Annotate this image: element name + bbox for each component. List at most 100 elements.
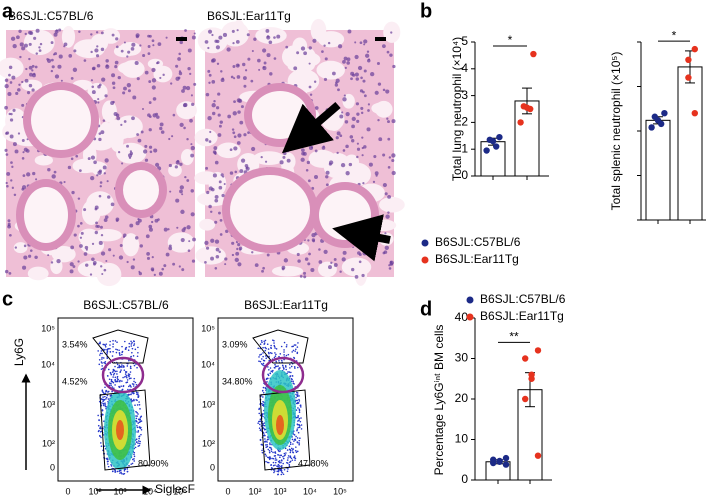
legend-label: B6SJL:C57BL/6 <box>480 292 566 306</box>
event <box>270 347 273 349</box>
nucleus <box>9 81 13 84</box>
nucleus <box>31 69 34 72</box>
event <box>97 350 99 352</box>
nucleus <box>282 155 286 159</box>
event <box>258 423 261 426</box>
nucleus <box>306 160 311 165</box>
nucleus <box>230 75 234 79</box>
nucleus <box>205 92 210 97</box>
nucleus <box>187 249 191 252</box>
nucleus <box>143 149 148 154</box>
event <box>262 391 265 394</box>
nucleus <box>18 29 22 33</box>
y-axis-label: Percentage Ly6Gⁱⁿᵗ BM cells <box>432 325 446 476</box>
nucleus <box>97 101 100 104</box>
nucleus <box>303 51 307 56</box>
nucleus <box>105 260 108 263</box>
nucleus <box>273 36 276 39</box>
data-point <box>691 110 698 117</box>
airspace <box>379 196 405 213</box>
event <box>121 364 123 366</box>
event <box>116 341 118 344</box>
event <box>298 443 300 446</box>
nucleus <box>128 153 133 158</box>
image-caption: B6SJL:Ear11Tg <box>207 9 291 23</box>
nucleus <box>357 65 363 71</box>
event <box>100 350 103 352</box>
nucleus <box>14 246 17 249</box>
event <box>297 342 299 344</box>
nucleus <box>168 246 173 251</box>
nucleus <box>96 174 99 177</box>
event <box>262 362 265 365</box>
event <box>105 343 108 345</box>
event <box>101 409 104 412</box>
airspace <box>147 58 164 69</box>
nucleus <box>95 54 100 58</box>
nucleus <box>233 146 238 151</box>
event <box>289 441 292 444</box>
nucleus <box>299 275 303 278</box>
density <box>116 420 124 440</box>
nucleus <box>336 151 339 155</box>
data-point <box>530 50 537 58</box>
airspace <box>310 18 327 42</box>
event <box>130 340 132 343</box>
event <box>259 418 262 421</box>
nucleus <box>32 171 36 176</box>
y-tick-label: 40 <box>455 310 469 324</box>
nucleus <box>301 148 305 153</box>
event <box>289 449 292 452</box>
nucleus <box>336 131 341 136</box>
event <box>103 392 105 395</box>
event <box>282 366 285 368</box>
event <box>280 359 283 362</box>
event <box>295 446 297 448</box>
event <box>275 459 278 461</box>
event <box>259 429 262 432</box>
event <box>136 424 138 427</box>
event <box>261 413 264 415</box>
nucleus <box>111 73 116 78</box>
nucleus <box>363 39 368 44</box>
nucleus <box>22 174 26 178</box>
event <box>116 380 119 383</box>
nucleus <box>24 32 27 36</box>
nucleus <box>113 111 118 117</box>
nucleus <box>73 233 77 237</box>
nucleus <box>358 260 362 264</box>
nucleus <box>193 32 196 35</box>
nucleus <box>10 112 13 116</box>
nucleus <box>345 144 349 149</box>
airspace <box>13 242 28 254</box>
nucleus <box>260 155 263 159</box>
nucleus <box>211 111 216 116</box>
nucleus <box>356 119 360 123</box>
nucleus <box>21 46 26 51</box>
airspace <box>253 151 285 165</box>
nucleus <box>83 208 87 212</box>
nucleus <box>236 29 239 32</box>
nucleus <box>211 103 216 108</box>
nucleus <box>168 163 172 168</box>
event <box>293 440 295 442</box>
nucleus <box>139 244 143 248</box>
event <box>264 346 267 349</box>
event <box>134 348 137 351</box>
nucleus <box>119 243 123 247</box>
nucleus <box>276 34 281 39</box>
event <box>297 415 299 417</box>
nucleus <box>148 224 153 229</box>
nucleus <box>387 194 392 199</box>
event <box>290 447 293 450</box>
event <box>296 429 298 432</box>
nucleus <box>179 162 183 166</box>
event <box>296 399 299 402</box>
event <box>277 453 279 456</box>
event <box>293 434 296 436</box>
nucleus <box>83 252 88 256</box>
nucleus <box>39 42 43 46</box>
event <box>132 355 135 357</box>
event <box>257 347 260 350</box>
nucleus <box>220 78 225 82</box>
